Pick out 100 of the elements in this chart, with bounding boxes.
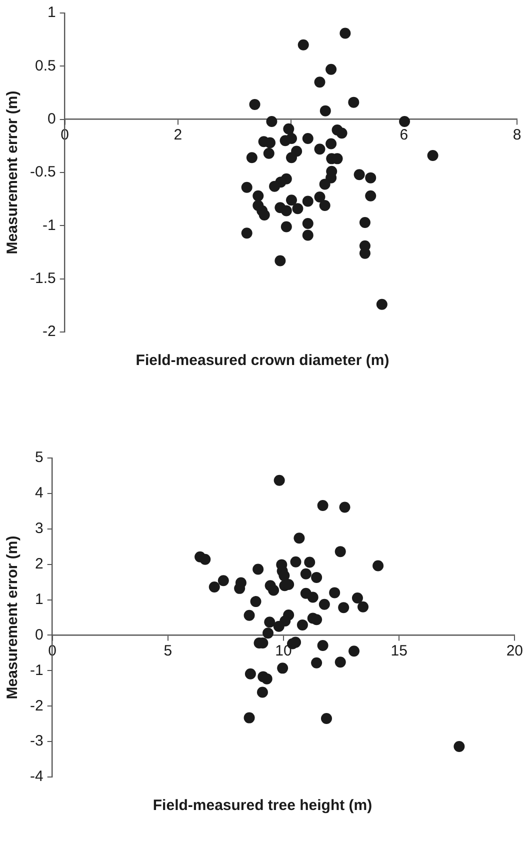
point [352, 592, 363, 604]
point [338, 602, 350, 614]
point [319, 200, 330, 211]
x-axis-title: Field-measured crown diameter (m) [134, 352, 390, 369]
y-tick-label: 1 [48, 4, 56, 22]
point [269, 180, 280, 192]
point [268, 584, 280, 596]
y-axis-title: Measurement error (m) [4, 536, 22, 700]
y-tick-label: -4 [30, 768, 44, 786]
y-tick-label: 4 [34, 484, 44, 502]
point [307, 592, 318, 603]
point [278, 570, 290, 582]
point [318, 598, 330, 610]
point [296, 619, 308, 630]
point [290, 636, 302, 648]
point [286, 132, 297, 144]
point [252, 564, 264, 575]
x-tick-label: 8 [512, 126, 522, 144]
point [286, 194, 297, 206]
point [273, 620, 284, 632]
point [304, 556, 316, 568]
point [277, 662, 288, 674]
point [372, 560, 384, 572]
y-tick-label: -1.5 [30, 270, 56, 287]
point [200, 554, 211, 565]
point [252, 190, 264, 202]
point [399, 116, 410, 127]
y-tick-label: 3 [34, 520, 44, 538]
point [244, 668, 256, 680]
point [258, 210, 270, 221]
point [354, 169, 365, 180]
y-axis-title: Measurement error (m) [4, 90, 22, 254]
x-tick-label: 6 [400, 126, 408, 144]
point [314, 191, 326, 202]
point [298, 39, 309, 50]
point [314, 144, 326, 155]
point [329, 587, 340, 598]
point [256, 686, 268, 698]
point [334, 546, 346, 558]
x-axis-title: Field-measured tree height (m) [152, 797, 374, 814]
point [300, 568, 312, 580]
y-tick-label: -0.5 [30, 164, 56, 181]
point [208, 582, 220, 593]
point [326, 64, 337, 75]
point [244, 712, 255, 724]
point [218, 575, 229, 586]
point [250, 596, 262, 608]
point [348, 96, 360, 108]
point [302, 230, 314, 241]
point [427, 150, 438, 161]
point [311, 657, 322, 668]
y-tick-label: 0.5 [34, 57, 56, 74]
point [317, 500, 328, 511]
point [280, 205, 292, 216]
point [290, 556, 302, 568]
point [365, 190, 376, 202]
point [454, 741, 465, 752]
point [264, 137, 276, 148]
y-tick-label: 0 [48, 110, 56, 128]
y-tick-label: 1 [34, 590, 44, 608]
point [302, 218, 314, 230]
point [286, 152, 297, 164]
point [311, 572, 322, 583]
point [317, 640, 328, 651]
point [320, 105, 331, 116]
point [274, 255, 286, 266]
point [246, 152, 258, 164]
point [249, 98, 260, 110]
point [340, 28, 351, 39]
y-tick-label: -1 [30, 662, 44, 679]
point [359, 216, 370, 228]
point [302, 132, 314, 144]
point [334, 656, 346, 668]
y-tick-label: 2 [34, 555, 44, 572]
point [263, 148, 274, 159]
point [319, 178, 330, 190]
point [365, 172, 376, 184]
y-tick-label: -2 [30, 697, 44, 714]
point [261, 673, 272, 684]
point [262, 628, 274, 639]
x-tick-label: 5 [164, 642, 172, 660]
x-tick-label: 20 [506, 642, 523, 660]
point [266, 116, 278, 127]
point [336, 128, 348, 139]
point [326, 138, 337, 150]
y-tick-label: -3 [30, 732, 44, 750]
point [294, 532, 305, 544]
point [280, 221, 292, 232]
point [244, 610, 255, 621]
point [311, 614, 322, 626]
y-tick-label: 5 [34, 449, 44, 466]
point [314, 76, 326, 88]
point [339, 502, 350, 513]
point [274, 474, 285, 486]
point [348, 646, 360, 657]
point [264, 616, 276, 628]
point [376, 298, 388, 310]
point [320, 713, 332, 724]
point [302, 196, 314, 207]
x-tick-label: 15 [390, 642, 408, 660]
